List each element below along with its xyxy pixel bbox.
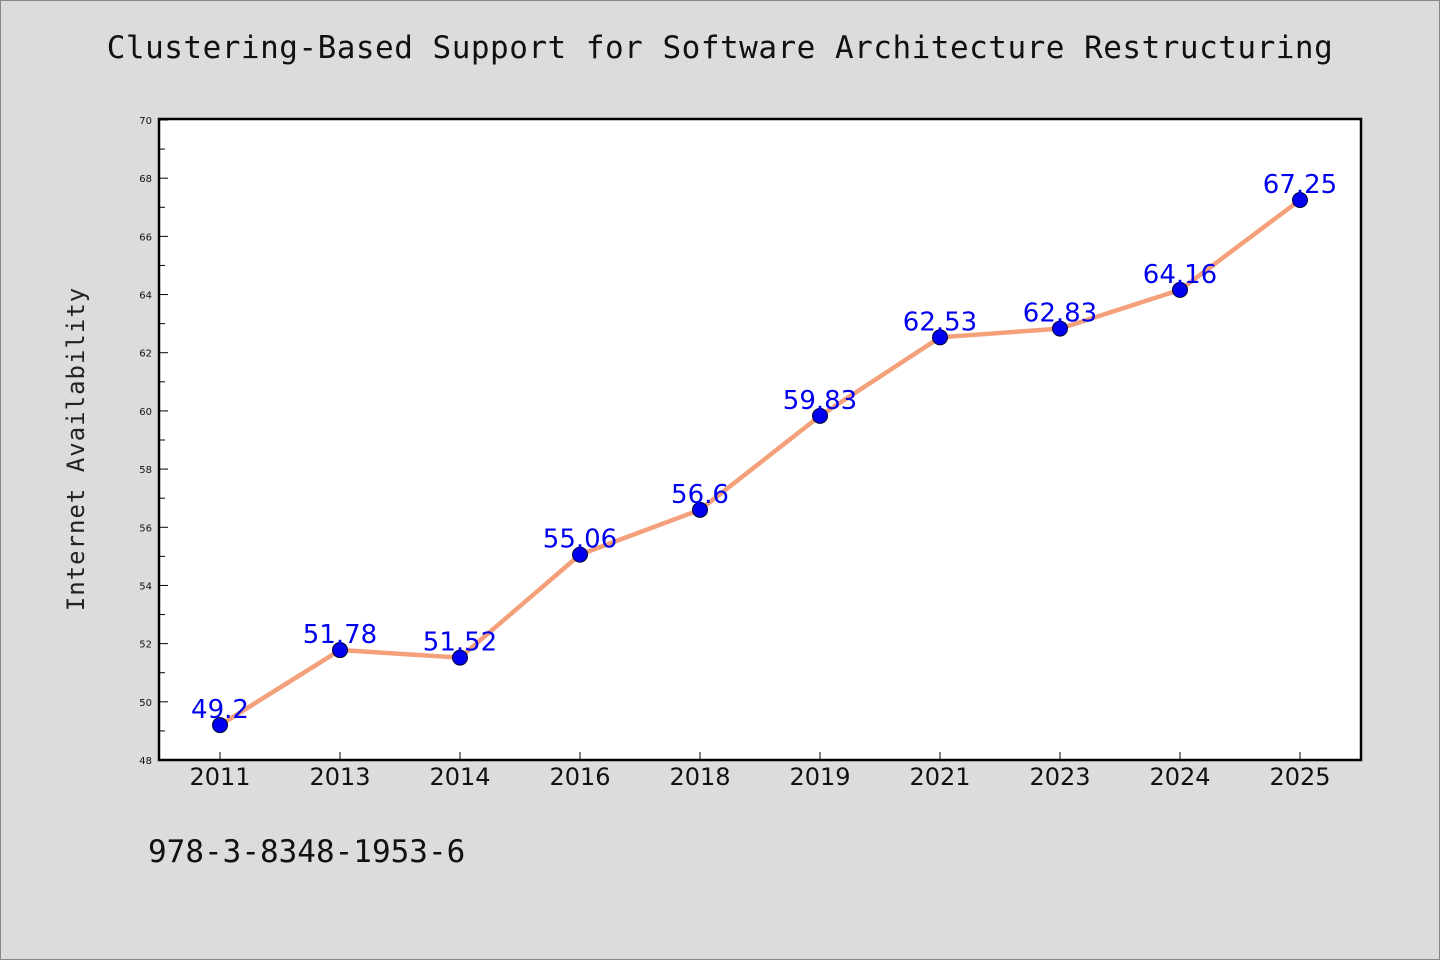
data-point (452, 649, 468, 666)
data-point (1172, 281, 1188, 298)
x-axis: 2011 2013 2014 2016 2018 2019 2021 2023 2024 2025 (189, 752, 1331, 791)
y-tick-label: 60 (139, 407, 152, 418)
series (212, 192, 1308, 734)
data-point (1052, 320, 1068, 337)
data-label: 56.6 (671, 480, 729, 510)
data-point (212, 717, 228, 734)
plot-area (157, 117, 1363, 762)
data-point (812, 407, 828, 424)
y-tick-label: 64 (139, 291, 152, 302)
data-label: 67.25 (1263, 170, 1337, 200)
data-point (332, 642, 348, 659)
data-label: 55.06 (543, 525, 617, 555)
y-tick-label: 66 (139, 232, 152, 243)
x-tick-label: 2025 (1269, 763, 1330, 791)
data-point (1292, 192, 1308, 208)
x-tick-label: 2018 (669, 763, 730, 791)
y-tick-label: 50 (139, 698, 152, 709)
data-point (692, 501, 708, 518)
y-tick-label: 58 (139, 465, 152, 476)
x-tick-label: 2019 (789, 763, 850, 791)
data-labels: 49.2 51.78 51.52 55.06 56.6 59.83 62.53 62.83 64… (191, 170, 1337, 725)
data-label: 62.53 (903, 307, 977, 337)
data-label: 51.52 (423, 628, 497, 658)
y-tick-label: 56 (139, 523, 152, 534)
x-tick-label: 2014 (429, 763, 490, 791)
data-label: 51.78 (303, 620, 377, 650)
y-tick-label: 54 (139, 581, 152, 592)
isbn-text: 978-3-8348-1953-6 (148, 834, 466, 870)
data-label: 62.83 (1023, 299, 1097, 329)
y-tick-label: 62 (139, 349, 152, 360)
y-axis: 48 50 52 54 56 58 60 62 64 66 68 70 (139, 116, 168, 767)
data-label: 59.83 (783, 386, 857, 416)
x-tick-label: 2024 (1149, 763, 1210, 791)
data-label: 64.16 (1143, 260, 1217, 290)
y-tick-label: 68 (139, 174, 152, 185)
x-tick-label: 2023 (1029, 763, 1090, 791)
y-tick-label: 70 (139, 116, 152, 127)
x-tick-label: 2016 (549, 763, 610, 791)
x-tick-label: 2013 (309, 763, 370, 791)
series-line (217, 197, 1303, 728)
y-tick-label: 52 (139, 640, 152, 651)
data-point (932, 329, 948, 346)
data-point (572, 546, 588, 563)
x-tick-label: 2021 (909, 763, 970, 791)
data-label: 49.2 (191, 695, 249, 725)
y-tick-label: 48 (139, 756, 152, 767)
chart-title: Clustering-Based Support for Software Ar… (106, 30, 1334, 66)
x-tick-label: 2011 (189, 763, 250, 791)
